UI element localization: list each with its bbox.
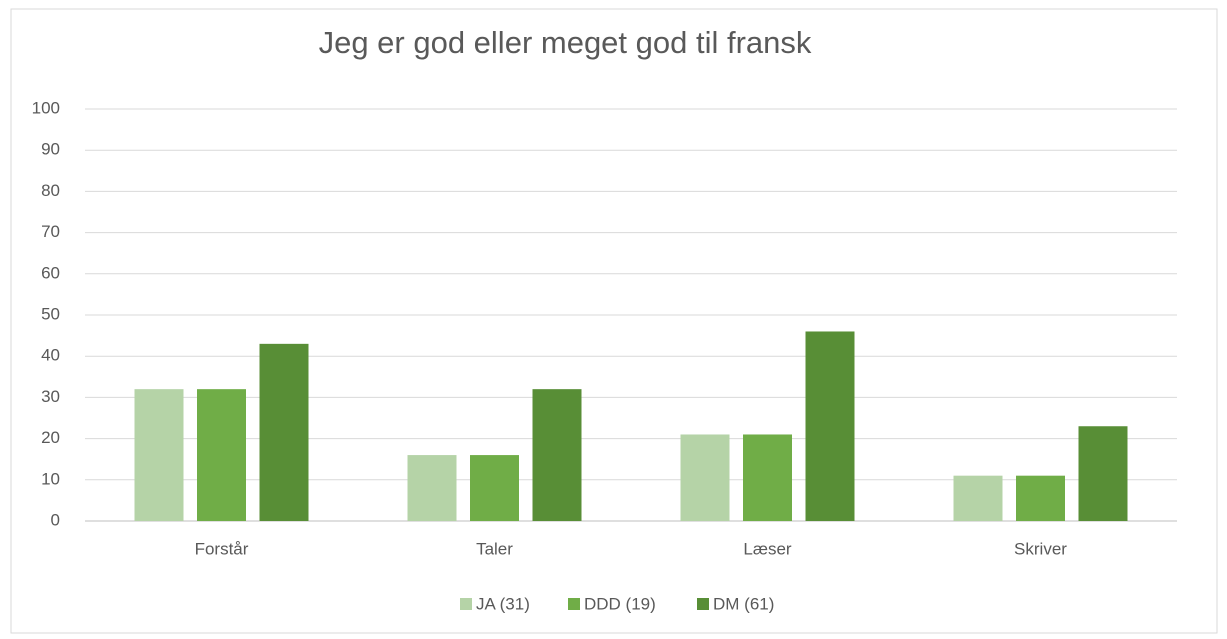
chart-frame	[10, 8, 1218, 634]
legend-swatch	[460, 598, 472, 610]
y-tick-label: 30	[41, 387, 60, 406]
x-tick-label: Forstår	[195, 539, 249, 558]
y-tick-label: 100	[32, 98, 60, 117]
y-tick-label: 0	[51, 510, 60, 529]
y-tick-label: 50	[41, 304, 60, 323]
legend-swatch	[697, 598, 709, 610]
y-tick-label: 60	[41, 263, 60, 282]
legend-swatch	[568, 598, 580, 610]
chart-title: Jeg er god eller meget god til fransk	[319, 25, 812, 60]
bar	[743, 434, 792, 521]
x-tick-label: Skriver	[1014, 539, 1067, 558]
bar	[197, 389, 246, 521]
bar	[134, 389, 184, 521]
y-tick-label: 70	[41, 222, 60, 241]
legend-label: DDD (19)	[584, 594, 656, 613]
bar	[1078, 426, 1128, 521]
y-tick-label: 90	[41, 140, 60, 159]
bar	[470, 455, 519, 521]
bar	[532, 389, 582, 521]
bar	[407, 455, 457, 521]
bar	[680, 434, 730, 521]
y-tick-label: 40	[41, 346, 60, 365]
legend-label: DM (61)	[713, 594, 774, 613]
x-tick-label: Læser	[743, 539, 792, 558]
y-tick-label: 20	[41, 428, 60, 447]
y-tick-label: 80	[41, 181, 60, 200]
bar	[805, 331, 855, 521]
bar	[1016, 475, 1065, 521]
bar	[953, 475, 1003, 521]
legend-label: JA (31)	[476, 594, 530, 613]
y-tick-label: 10	[41, 469, 60, 488]
bar	[259, 343, 309, 521]
x-tick-label: Taler	[476, 539, 513, 558]
